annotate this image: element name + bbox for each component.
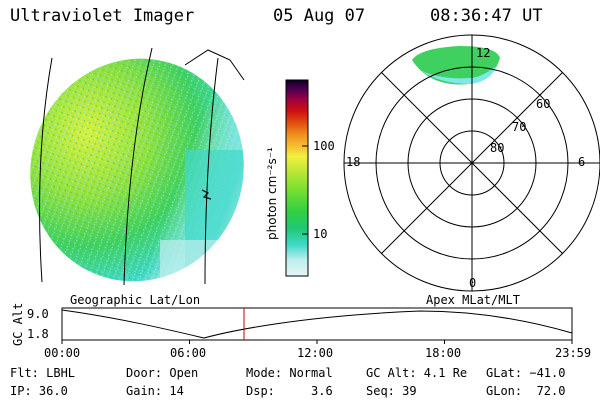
x-tick-0600: 06:00 — [170, 346, 207, 360]
colorbar-tick-100: 100 — [313, 139, 335, 153]
door-value: Door: Open — [126, 366, 199, 380]
date-label: 05 Aug 07 — [273, 6, 366, 26]
ip-value: IP: 36.0 — [10, 384, 68, 398]
geographic-label: Geographic Lat/Lon — [70, 293, 201, 307]
x-tick-2359: 23:59 — [555, 346, 592, 360]
colorbar-unit-label: photon cm⁻²s⁻¹ — [265, 147, 279, 240]
lat-label-80: 80 — [490, 141, 505, 155]
gc-alt-value: GC Alt: 4.1 Re — [366, 366, 468, 380]
time-label: 08:36:47 UT — [430, 6, 543, 26]
glon-value: GLon: 72.0 — [486, 384, 566, 398]
mlt-label-0: 0 — [469, 276, 477, 290]
mlt-label-6: 6 — [578, 155, 586, 169]
y-tick-9: 9.0 — [27, 307, 49, 321]
colorbar-tick-10: 10 — [313, 227, 328, 241]
x-tick-1200: 12:00 — [297, 346, 334, 360]
seq-value: Seq: 39 — [366, 384, 417, 398]
glat-value: GLat: −41.0 — [486, 366, 566, 380]
mlt-label-12: 12 — [476, 46, 491, 60]
gain-value: Gain: 14 — [126, 384, 184, 398]
instrument-title: Ultraviolet Imager — [10, 6, 195, 26]
y-tick-1-8: 1.8 — [27, 327, 49, 341]
timeline-plot — [61, 307, 573, 344]
polar-plot — [343, 34, 600, 292]
filter-value: Flt: LBHL — [10, 366, 76, 380]
gc-alt-axis-label: GC Alt — [11, 302, 25, 346]
apex-label: Apex MLat/MLT — [426, 293, 520, 307]
x-tick-0000: 00:00 — [44, 346, 81, 360]
lat-label-60: 60 — [536, 97, 551, 111]
longitude-lines — [39, 47, 245, 286]
x-tick-1800: 18:00 — [425, 346, 462, 360]
lat-label-70: 70 — [512, 120, 527, 134]
dsp-value: Dsp: 3.6 — [246, 384, 333, 398]
colorbar — [285, 79, 309, 277]
mode-value: Mode: Normal — [246, 366, 333, 380]
mlt-label-18: 18 — [346, 155, 361, 169]
